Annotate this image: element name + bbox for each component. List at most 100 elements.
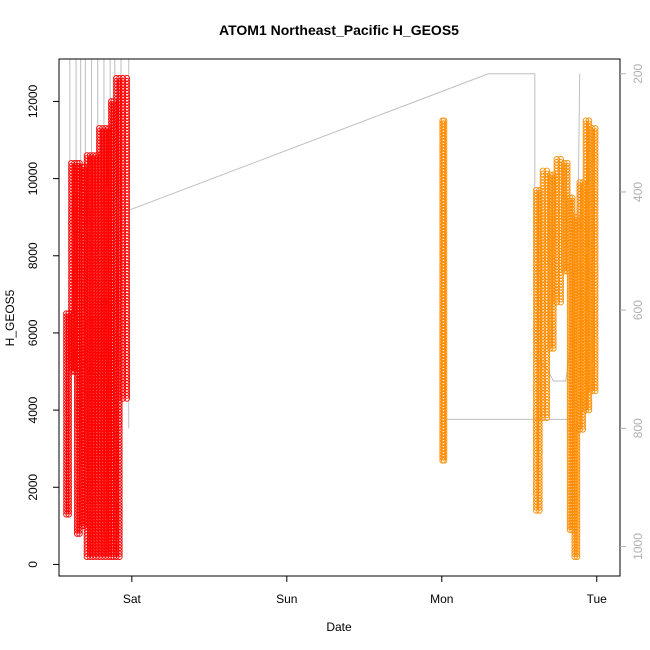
data-point: [119, 78, 127, 85]
right-y-tick-label: 800: [631, 418, 645, 438]
data-point: [116, 529, 123, 536]
data-point: [566, 197, 574, 205]
right-y-tick-label: 1000: [631, 533, 645, 560]
data-point: [582, 210, 590, 218]
data-point: [116, 430, 123, 437]
data-point: [573, 550, 581, 557]
data-point: [579, 414, 587, 421]
data-point: [89, 152, 97, 159]
data-point: [566, 194, 574, 202]
data-point: [73, 235, 81, 242]
data-point: [73, 238, 81, 245]
data-point: [543, 396, 551, 403]
data-point: [113, 267, 120, 275]
data-point: [582, 126, 590, 134]
data-point: [591, 357, 599, 364]
data-point: [116, 499, 123, 506]
data-point: [113, 297, 120, 305]
data-point: [585, 394, 593, 402]
data-point: [588, 242, 596, 250]
data-point: [582, 123, 590, 131]
y-tick-label: 12000: [26, 84, 40, 118]
data-point: [439, 132, 446, 140]
data-point: [116, 396, 123, 404]
data-point: [539, 242, 547, 250]
data-point: [116, 330, 123, 338]
data-point: [579, 423, 587, 430]
right-y-tick-label: 200: [631, 63, 645, 83]
data-point: [113, 300, 120, 308]
data-point: [576, 206, 583, 213]
data-point: [585, 331, 593, 338]
series-1: [63, 75, 131, 560]
data-point: [582, 147, 590, 155]
data-point: [582, 207, 590, 215]
data-point: [573, 445, 581, 452]
data-point: [553, 159, 561, 166]
x-tick-label: Sat: [123, 592, 142, 606]
data-point: [73, 162, 81, 170]
data-point: [582, 168, 590, 176]
x-tick-label: Mon: [430, 592, 453, 606]
data-point: [591, 387, 599, 395]
data-point: [73, 262, 81, 269]
data-point: [440, 318, 448, 326]
data-point: [585, 370, 593, 378]
data-point: [591, 278, 599, 286]
data-point: [585, 286, 593, 293]
data-point: [113, 129, 120, 136]
data-point: [591, 294, 599, 301]
data-point: [588, 185, 596, 193]
series-2: [439, 117, 599, 560]
plot-frame: [58, 58, 621, 577]
data-point: [573, 448, 581, 455]
data-point: [585, 265, 593, 272]
data-point: [539, 215, 547, 223]
data-point: [83, 152, 91, 159]
data-point: [579, 359, 587, 367]
data-point: [585, 349, 593, 357]
data-point: [83, 155, 91, 162]
data-point: [439, 264, 446, 272]
x-tick-label: Tue: [587, 592, 608, 606]
data-point: [585, 391, 593, 399]
data-point: [585, 406, 593, 414]
data-point: [585, 310, 593, 317]
y-tick-label: 2000: [26, 474, 40, 501]
y-axis-label: H_GEOS5: [3, 289, 17, 346]
data-point: [539, 212, 547, 220]
data-point: [439, 198, 446, 206]
data-point: [576, 182, 583, 189]
data-point: [573, 514, 581, 521]
data-point: [573, 553, 581, 560]
data-point: [576, 260, 583, 268]
data-point: [439, 195, 446, 203]
x-axis-label: Date: [326, 620, 352, 634]
data-point: [113, 78, 120, 85]
data-point: [588, 167, 596, 174]
data-point: [579, 335, 587, 343]
data-point: [543, 393, 551, 400]
data-point: [73, 289, 81, 296]
data-point: [116, 550, 123, 557]
y-tick-label: 0: [26, 561, 40, 568]
data-point: [579, 383, 587, 391]
data-point: [440, 384, 448, 392]
data-point: [65, 511, 72, 518]
data-point: [73, 159, 81, 167]
data-point: [116, 363, 123, 371]
data-point: [591, 275, 599, 283]
data-point: [588, 125, 596, 132]
data-point: [588, 227, 596, 235]
data-point: [539, 170, 547, 178]
data-point: [591, 315, 599, 322]
data-point: [588, 188, 596, 196]
data-point: [579, 426, 587, 433]
right-y-tick-label: 400: [631, 182, 645, 202]
data-point: [439, 261, 446, 269]
data-point: [78, 166, 86, 174]
data-point: [579, 332, 587, 340]
data-point: [582, 250, 590, 257]
data-point: [582, 232, 590, 239]
data-point: [78, 163, 86, 171]
